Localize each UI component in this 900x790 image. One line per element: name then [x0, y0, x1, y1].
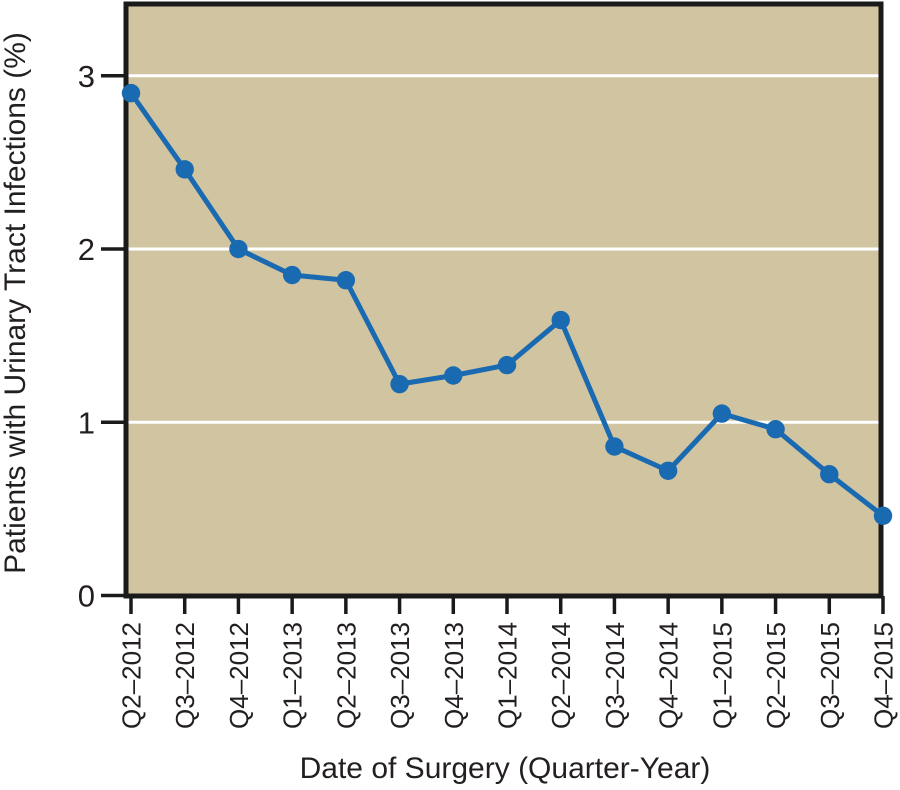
y-tick-label: 2: [78, 232, 95, 267]
data-point: [336, 271, 356, 290]
data-point: [766, 419, 785, 439]
x-tick-label: Q3–2012: [170, 622, 200, 729]
y-tick-label: 3: [78, 59, 95, 94]
x-tick-label: Q3–2013: [385, 622, 415, 729]
x-tick-label: Q2–2013: [331, 622, 361, 729]
data-point: [229, 239, 248, 259]
x-tick-label: Q3–2015: [815, 622, 845, 729]
data-point: [390, 374, 409, 394]
data-point: [873, 506, 893, 526]
data-point: [175, 160, 194, 179]
data-point: [121, 83, 141, 103]
y-tick-label: 0: [78, 579, 95, 614]
data-point: [712, 404, 732, 423]
plot-background: [126, 4, 881, 596]
x-tick-label: Q2–2015: [761, 622, 791, 729]
x-tick-label: Q4–2012: [224, 622, 254, 729]
x-tick-label: Q1–2014: [493, 622, 523, 729]
x-tick-label: Q1–2015: [707, 622, 737, 729]
x-tick-label: Q2–2014: [546, 622, 576, 729]
data-point: [820, 465, 839, 484]
x-axis-title: Date of Surgery (Quarter-Year): [300, 752, 711, 785]
data-point: [497, 355, 517, 375]
data-point: [658, 461, 678, 480]
x-tick-label: Q4–2013: [439, 622, 469, 729]
x-tick-label: Q2–2012: [117, 622, 147, 729]
x-tick-label: Q4–2015: [869, 622, 899, 729]
chart-render-root: 0 1 2 3 Q2–2012 Q3–2012 Q4–2012 Q1–2013 Q2–2013 Q…: [78, 1, 899, 729]
data-point: [605, 437, 624, 456]
data-point: [282, 265, 302, 285]
y-axis-title: Patients with Urinary Tract Infections (…: [0, 32, 32, 574]
data-point: [551, 310, 570, 330]
x-tick-label: Q4–2014: [654, 622, 684, 729]
y-tick-label: 1: [78, 405, 95, 440]
x-tick-label: Q1–2013: [278, 622, 308, 729]
x-tick-label: Q3–2014: [600, 622, 630, 729]
data-point: [444, 366, 463, 385]
plot-border: [123, 1, 884, 599]
